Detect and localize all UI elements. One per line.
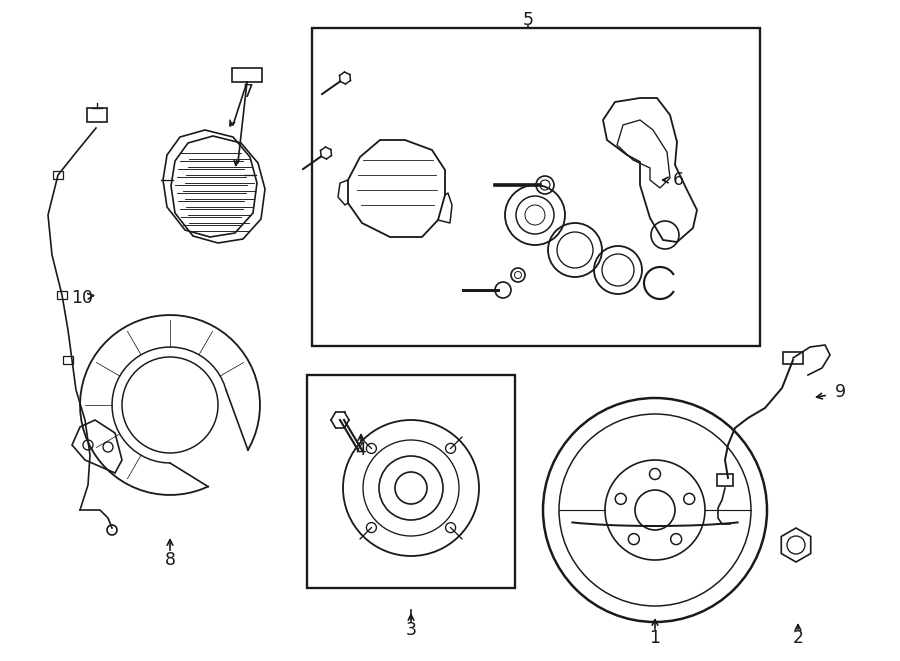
- Text: 2: 2: [793, 629, 804, 647]
- Bar: [63, 356, 73, 364]
- Bar: [312, 28, 760, 346]
- Bar: [87, 108, 107, 122]
- Bar: [232, 68, 262, 82]
- Bar: [717, 474, 733, 486]
- Bar: [307, 375, 515, 588]
- Bar: [53, 171, 63, 179]
- Bar: [783, 352, 803, 364]
- Text: 3: 3: [406, 621, 417, 639]
- Text: 9: 9: [834, 383, 846, 401]
- Text: 1: 1: [650, 629, 661, 647]
- Text: 6: 6: [672, 171, 684, 189]
- Text: 5: 5: [523, 11, 534, 29]
- Text: 4: 4: [356, 441, 366, 459]
- Text: 7: 7: [242, 83, 254, 101]
- Bar: [57, 291, 67, 299]
- Text: 8: 8: [165, 551, 176, 569]
- Text: 10: 10: [71, 289, 93, 307]
